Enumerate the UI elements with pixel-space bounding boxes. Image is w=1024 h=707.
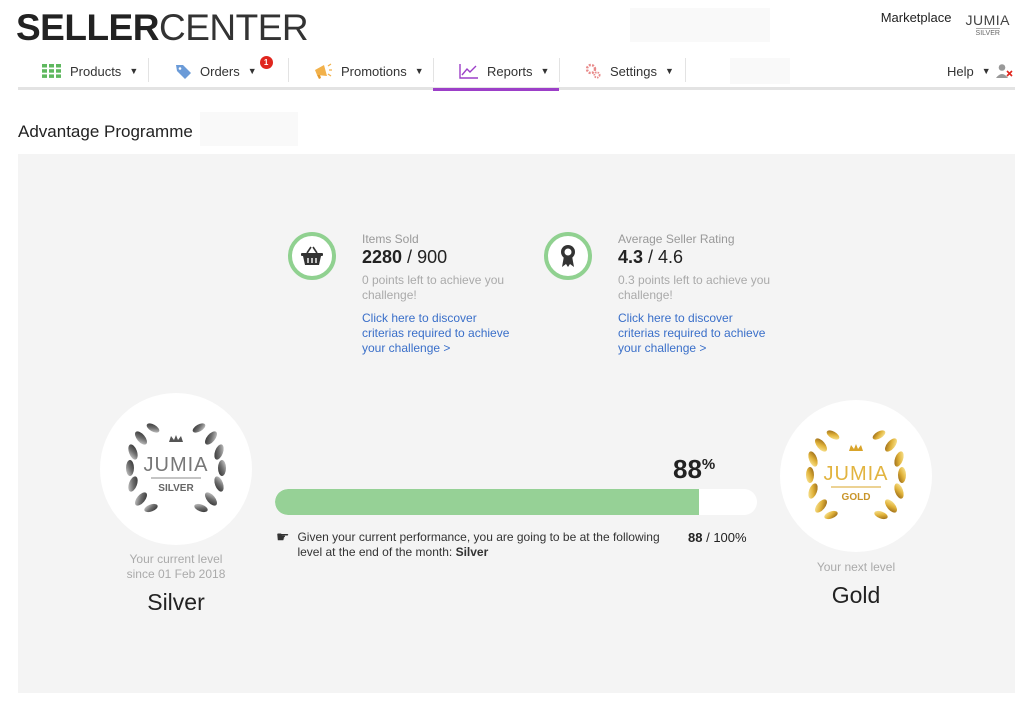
progress-percent: 88% [673, 454, 715, 485]
progress-bar-fill [275, 489, 700, 515]
seller-rating-current: 4.3 [618, 247, 644, 267]
nav-orders-label-wrap: Orders [200, 64, 240, 79]
orders-notification-badge: 1 [259, 56, 273, 69]
page-title: Advantage Programme [18, 122, 193, 141]
marketplace-selector[interactable]: Marketplace [880, 10, 952, 25]
nav-promotions[interactable]: Promotions ▼ [313, 52, 424, 90]
nav-products[interactable]: Products ▼ [42, 52, 138, 90]
header-right: Marketplace JUMIA SILVER [881, 8, 1010, 37]
prediction-level: Silver [455, 545, 489, 559]
chevron-down-icon: ▼ 1 [248, 56, 273, 76]
seller-rating-value: 4.3 / 4.6 [618, 247, 684, 267]
current-level-caption-line1: Your current level [129, 552, 223, 566]
seller-rating-text: Average Seller Rating 4.3 / 4.6 0.3 poin… [618, 232, 778, 356]
nav-reports[interactable]: Reports ▼ [459, 52, 549, 90]
items-sold-target: 900 [417, 247, 448, 267]
basket-icon [288, 232, 336, 280]
user-account-button[interactable] [996, 52, 1013, 90]
chevron-down-icon: ▼ [129, 66, 139, 76]
items-sold-current: 2280 [362, 247, 403, 267]
pointing-hand-icon: ☛ [276, 529, 290, 546]
seller-rating-remaining: 0.3 points left to achieve you challenge… [618, 273, 771, 302]
items-sold-remaining: 0 points left to achieve you challenge! [362, 273, 505, 302]
chevron-down-icon: ▼ [664, 66, 674, 76]
chevron-down-icon: ▼ [540, 66, 550, 76]
logo-light-text: CENTER [158, 7, 309, 48]
award-ribbon-icon [544, 232, 592, 280]
next-level-name: Gold [831, 582, 881, 608]
main-nav: Products ▼ Orders ▼ 1 Promotions ▼ Report… [18, 52, 1015, 91]
items-sold-value: 2280 / 900 [362, 247, 448, 267]
nav-divider [433, 58, 434, 82]
seller-rating-criteria-link[interactable]: Click here to discover criterias require… [618, 311, 766, 355]
nav-divider [148, 58, 149, 82]
current-level-caption: Your current level since 01 Feb 2018 [100, 552, 252, 582]
nav-settings[interactable]: Settings ▼ [584, 52, 674, 90]
grid-icon [42, 64, 61, 78]
items-sold-label: Items Sold [362, 232, 419, 246]
gold-medal-label: GOLD [842, 492, 871, 503]
silver-level-medal: JUMIA SILVER [100, 393, 252, 545]
active-tab-indicator [433, 88, 559, 91]
level-prediction: ☛ Given your current performance, you ar… [276, 530, 676, 560]
tag-icon [176, 64, 191, 79]
prediction-text-wrap: Given your current performance, you are … [297, 530, 676, 560]
gold-medal-brand: JUMIA [824, 463, 889, 485]
nav-promotions-label: Promotions [341, 63, 407, 79]
seller-rating-label: Average Seller Rating [618, 232, 735, 246]
seller-center-logo[interactable]: SELLERCENTER [16, 7, 309, 48]
logo-bold-text: SELLER [16, 7, 159, 48]
redacted-area [200, 112, 298, 146]
next-level-caption: Your next level [816, 560, 896, 574]
nav-divider [288, 58, 289, 82]
seller-level-badge: JUMIA SILVER [966, 12, 1011, 37]
items-sold-text: Items Sold 2280 / 900 0 points left to a… [362, 232, 522, 356]
nav-orders-label: Orders [200, 63, 240, 79]
chevron-down-icon: ▼ [981, 66, 991, 76]
items-sold-criteria-link[interactable]: Click here to discover criterias require… [362, 311, 510, 355]
silver-medal-label: SILVER [158, 483, 194, 494]
progress-percent-sign: % [701, 456, 716, 473]
redacted-area [630, 8, 770, 42]
silver-medal-brand: JUMIA [144, 454, 209, 476]
redacted-area [730, 58, 790, 84]
chevron-down-icon: ▼ [414, 66, 424, 76]
gold-level-medal: JUMIA GOLD [780, 400, 932, 552]
badge-brand: JUMIA [965, 12, 1010, 28]
progress-ratio-value: 88 [688, 530, 703, 545]
nav-divider [559, 58, 560, 82]
gear-icon [585, 63, 601, 79]
prediction-text: Given your current performance, you are … [297, 530, 660, 559]
progress-ratio: 88 / 100% [688, 530, 747, 545]
user-logout-icon [996, 64, 1013, 78]
badge-level: SILVER [975, 28, 1000, 37]
progress-bar [275, 489, 757, 515]
nav-help-label: Help [947, 63, 974, 79]
nav-help[interactable]: Help ▼ [947, 52, 991, 90]
current-level-since: since 01 Feb 2018 [126, 567, 226, 581]
nav-reports-label: Reports [487, 63, 533, 79]
nav-divider [685, 58, 686, 82]
nav-settings-label: Settings [610, 63, 657, 79]
seller-rating-target: 4.6 [658, 247, 684, 267]
megaphone-icon [315, 62, 332, 79]
progress-percent-value: 88 [673, 454, 702, 484]
nav-orders[interactable]: Orders ▼ 1 [175, 52, 273, 90]
nav-products-label: Products [70, 63, 122, 79]
progress-ratio-total: 100% [713, 530, 747, 545]
line-chart-icon [459, 64, 478, 79]
current-level-name: Silver [147, 589, 205, 615]
